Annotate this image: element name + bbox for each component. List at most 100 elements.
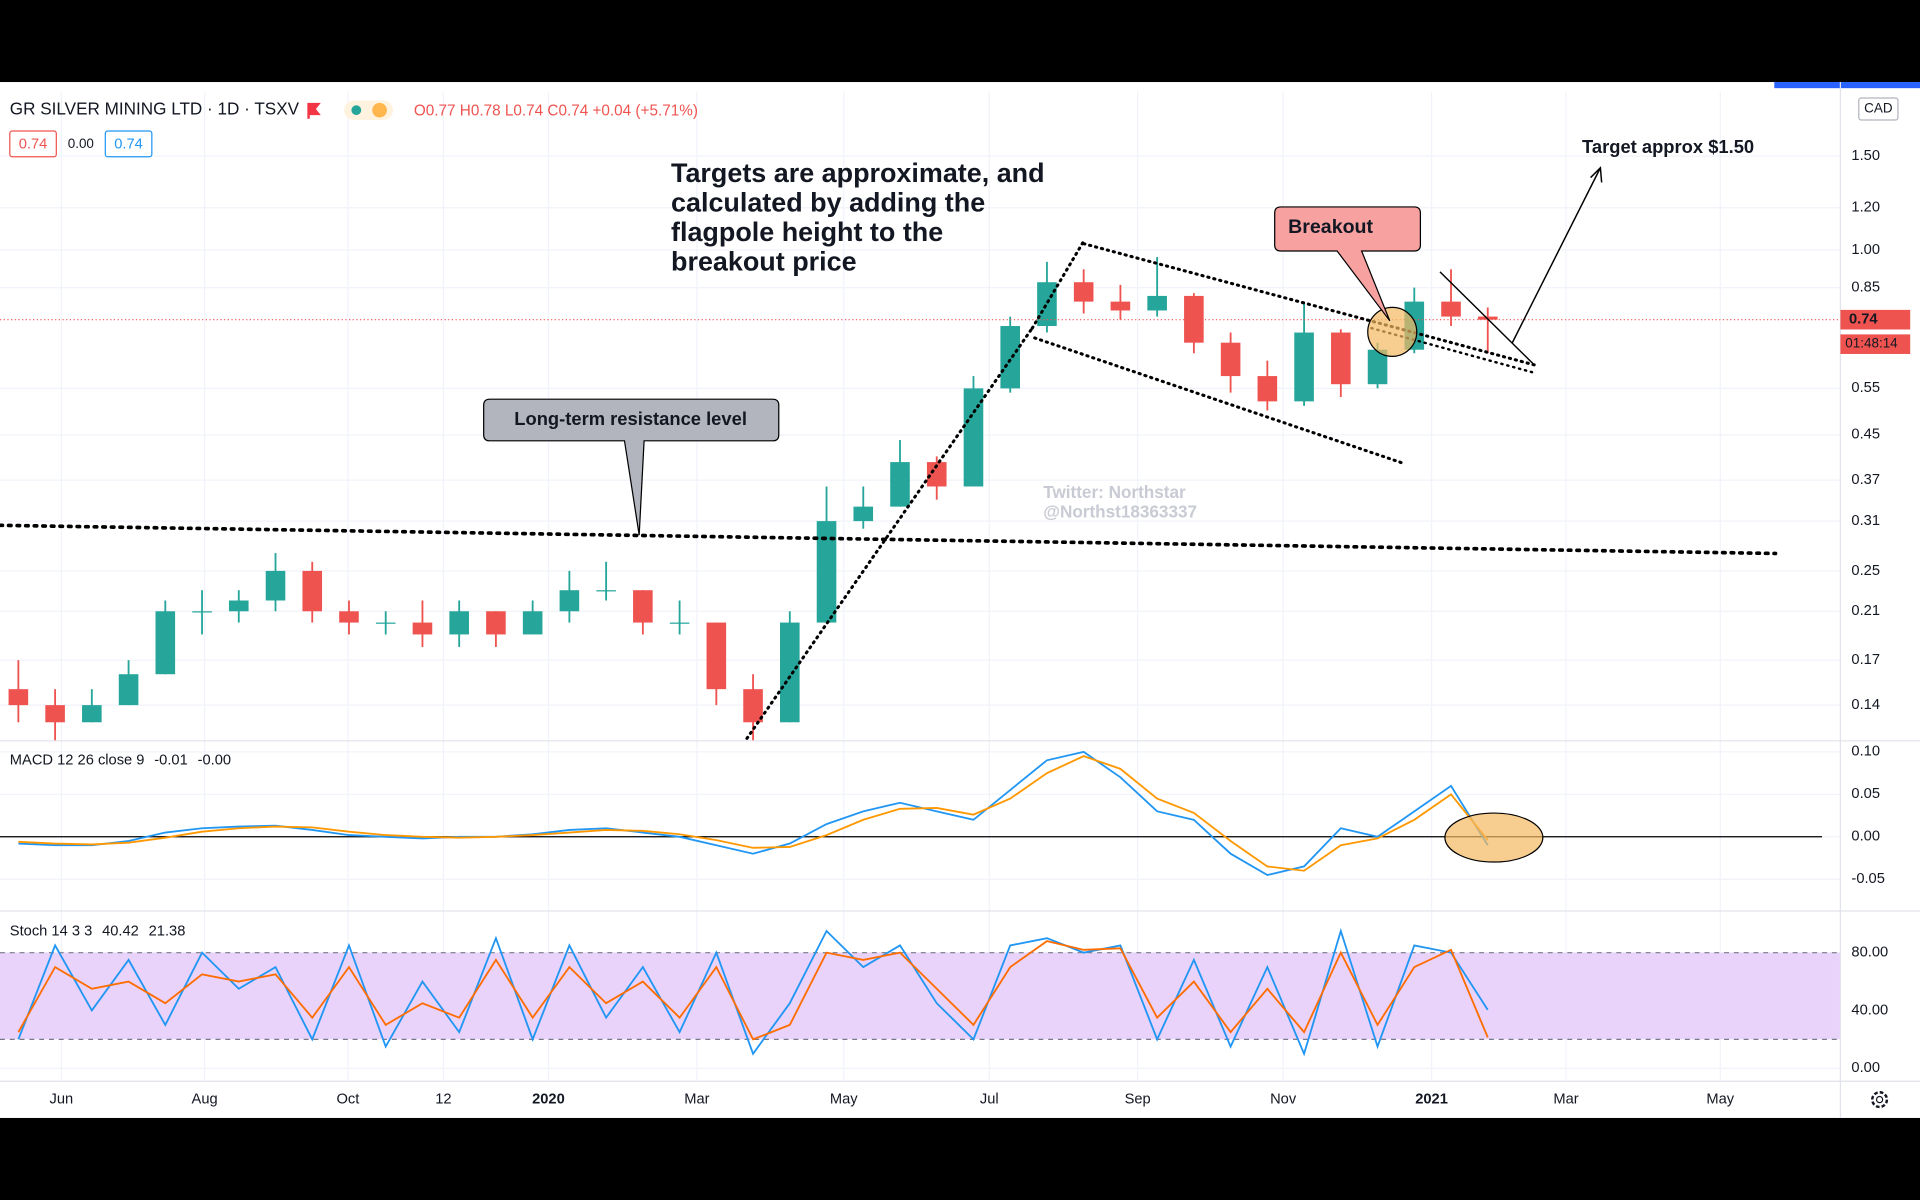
- last-price-box: [1840, 309, 1911, 330]
- status-dot: [351, 105, 362, 116]
- candle-body: [375, 622, 396, 624]
- breakout-label: Breakout: [1288, 216, 1373, 238]
- countdown-box: [1840, 334, 1911, 354]
- countdown: 01:48:14: [1845, 336, 1898, 351]
- x-tick-label: Mar: [1553, 1091, 1578, 1107]
- currency-box[interactable]: [1858, 97, 1899, 121]
- pennant-upper: [1439, 271, 1535, 366]
- note-line: breakout price: [671, 246, 857, 276]
- y-tick-label: 0.00: [1851, 1060, 1880, 1076]
- candle-body: [265, 570, 286, 601]
- candle-body: [1037, 282, 1057, 327]
- y-tick-label: 0.25: [1851, 563, 1880, 579]
- bid-box: [9, 130, 57, 158]
- watermark: @Northst18363337: [1043, 502, 1197, 522]
- candle-body: [669, 622, 690, 624]
- resistance-label: Long-term resistance level: [514, 408, 747, 429]
- candle-body: [780, 622, 800, 723]
- y-tick-label: 1.00: [1851, 242, 1880, 258]
- candle-body: [853, 506, 874, 522]
- y-tick-label: 0.14: [1851, 697, 1880, 713]
- stoch-band: [0, 952, 1841, 1040]
- symbol: GR SILVER MINING LTD · 1D · TSXV: [10, 99, 300, 119]
- breakout-circle: [1367, 306, 1418, 357]
- arrow-head: [1590, 166, 1603, 183]
- flagpole-line: [1030, 239, 1086, 330]
- legend-value: -0.00: [198, 752, 231, 768]
- last-price-label: 0.74: [1849, 312, 1878, 328]
- y-tick-label: 1.50: [1851, 148, 1880, 164]
- candle-body: [412, 622, 433, 635]
- candle-body: [816, 521, 837, 623]
- macd-ellipse: [1444, 812, 1544, 863]
- target-label: Target approx $1.50: [1582, 136, 1754, 157]
- channel-lower: [1033, 336, 1404, 465]
- candle-body: [743, 689, 763, 723]
- x-tick-label: Aug: [192, 1091, 218, 1107]
- ask: 0.74: [114, 136, 143, 152]
- candle-body: [963, 388, 984, 487]
- drawings: [0, 166, 1778, 740]
- candle-body: [926, 462, 947, 487]
- y-tick-label: 1.20: [1851, 200, 1880, 216]
- delay-icon: [372, 102, 387, 118]
- watermark: Twitter: Northstar: [1043, 482, 1186, 502]
- y-tick-label: 0.55: [1851, 380, 1880, 396]
- y-tick-label: 0.85: [1851, 279, 1880, 295]
- candle-body: [559, 590, 580, 612]
- candle-body: [8, 689, 29, 706]
- indicator-line: [17, 927, 1489, 1057]
- candle-body: [192, 611, 212, 613]
- indicator-line: [18, 750, 1489, 876]
- candle-body: [596, 590, 616, 592]
- note-line: calculated by adding the: [671, 188, 985, 218]
- y-tick-label: 0.17: [1851, 652, 1880, 668]
- x-tick-label: May: [830, 1091, 858, 1107]
- x-tick-label: 2020: [532, 1091, 565, 1107]
- y-tick-label: 80.00: [1851, 945, 1888, 961]
- breakout-callout: [1274, 206, 1422, 322]
- candle-body: [449, 611, 469, 635]
- candle-body: [1147, 295, 1167, 311]
- candle-body: [1000, 326, 1020, 389]
- candle-body: [1331, 332, 1351, 385]
- legend-value: -0.01: [154, 752, 187, 768]
- candle-body: [1441, 301, 1461, 317]
- candle-body: [522, 611, 543, 635]
- currency[interactable]: CAD: [1864, 101, 1893, 116]
- candle-body: [706, 622, 727, 690]
- y-tick-label: 0.37: [1851, 472, 1880, 488]
- candle-body: [1367, 349, 1388, 385]
- y-tick-label: 0.45: [1851, 427, 1880, 443]
- ask-box: [104, 130, 153, 158]
- y-tick-label: 0.10: [1851, 744, 1880, 760]
- x-tick-label: Jun: [50, 1091, 74, 1107]
- y-tick-label: 0.05: [1851, 786, 1880, 802]
- flag-icon: [307, 102, 321, 119]
- candle-body: [302, 570, 323, 612]
- bid: 0.74: [19, 136, 48, 152]
- x-tick-label: Mar: [684, 1091, 709, 1107]
- y-tick-label: 0.21: [1851, 603, 1880, 619]
- x-tick-label: Sep: [1125, 1091, 1151, 1107]
- note-line: Targets are approximate, and: [671, 158, 1045, 188]
- candle-body: [1073, 282, 1094, 302]
- marks: [0, 257, 1841, 1057]
- candle-body: [633, 590, 653, 623]
- candle-body: [890, 462, 910, 507]
- note-line: flagpole height to the: [671, 217, 943, 247]
- gear-hub[interactable]: [1875, 1095, 1884, 1104]
- top-strip: [1774, 82, 1920, 89]
- x-tick-label: Jul: [980, 1091, 999, 1107]
- x-tick-label: 2021: [1415, 1091, 1448, 1107]
- y-tick-label: 0.31: [1851, 513, 1880, 529]
- overlay: Jun Aug Oct 12 2020 Mar May Jul Sep Nov 2021 Mar May…: [10, 148, 1911, 1107]
- spread: 0.00: [68, 136, 94, 151]
- x-tick-label: Nov: [1270, 1091, 1297, 1107]
- resistance-callout: [483, 398, 780, 536]
- candle-body: [1294, 332, 1314, 402]
- pennant-lower: [1370, 326, 1538, 375]
- pane-title: Stoch 14 3 3: [10, 924, 92, 940]
